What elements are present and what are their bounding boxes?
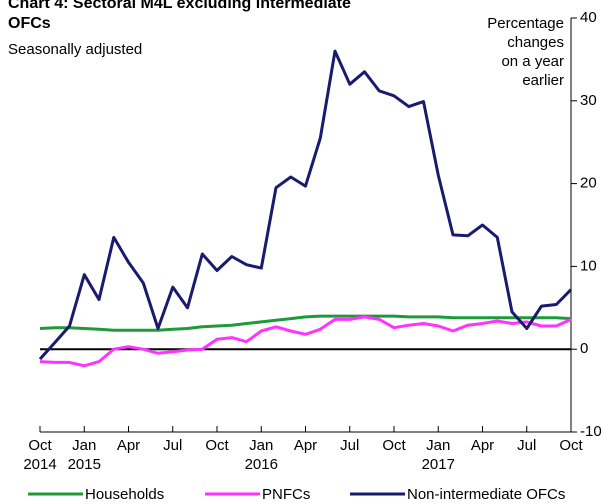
x-tick-label: Jan xyxy=(426,437,450,454)
y-axis-label: changes xyxy=(507,34,564,51)
y-tick-label: 0 xyxy=(580,340,588,357)
x-tick-label: Apr xyxy=(471,437,494,454)
x-tick-label: Oct xyxy=(382,437,406,454)
x-tick-label: Oct xyxy=(559,437,583,454)
x-tick-label: Jul xyxy=(163,437,182,454)
x-year-label: 2016 xyxy=(245,456,278,473)
legend-label: Non-intermediate OFCs xyxy=(407,486,565,503)
series-line xyxy=(39,315,572,368)
x-tick-label: Jan xyxy=(72,437,96,454)
x-tick-label: Oct xyxy=(28,437,52,454)
x-tick-label: Oct xyxy=(205,437,229,454)
x-tick-label: Apr xyxy=(117,437,140,454)
y-tick-label: 30 xyxy=(580,92,597,109)
chart-title: OFCs xyxy=(8,15,51,32)
x-year-label: 2017 xyxy=(422,456,455,473)
y-axis-label: Percentage xyxy=(487,15,564,32)
x-tick-label: Jul xyxy=(340,437,359,454)
y-tick-label: 40 xyxy=(580,9,597,26)
legend-label: PNFCs xyxy=(262,486,310,503)
legend-label: Households xyxy=(85,486,164,503)
y-tick-label: 10 xyxy=(580,257,597,274)
series-line xyxy=(38,49,573,361)
y-axis-label: earlier xyxy=(522,72,564,89)
y-tick-label: 20 xyxy=(580,175,597,192)
x-year-label: 2015 xyxy=(68,456,101,473)
x-tick-label: Jan xyxy=(249,437,273,454)
y-tick-label: -10 xyxy=(580,423,602,440)
x-year-label: 2014 xyxy=(23,456,56,473)
series-line xyxy=(39,314,572,332)
y-axis-label: on a year xyxy=(501,53,564,70)
x-tick-label: Apr xyxy=(294,437,317,454)
x-tick-label: Jul xyxy=(517,437,536,454)
chart-title: Chart 4: Sectoral M4L excluding intermed… xyxy=(8,0,351,12)
subtitle: Seasonally adjusted xyxy=(8,41,142,58)
